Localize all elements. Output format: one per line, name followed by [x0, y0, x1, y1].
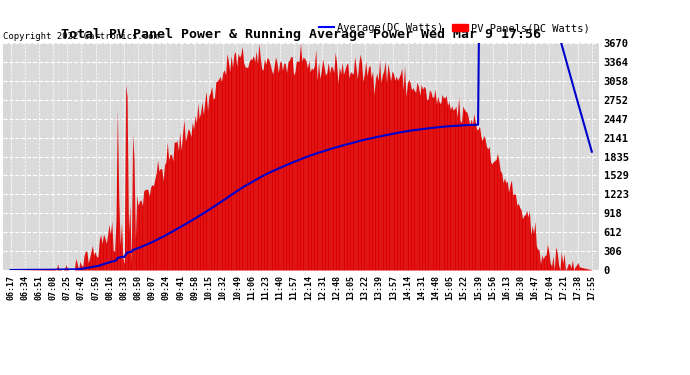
Legend: Average(DC Watts), PV Panels(DC Watts): Average(DC Watts), PV Panels(DC Watts)	[315, 19, 593, 37]
Text: Copyright 2022 Cartronics.com: Copyright 2022 Cartronics.com	[3, 32, 159, 41]
Title: Total PV Panel Power & Running Average Power Wed Mar 9 17:56: Total PV Panel Power & Running Average P…	[61, 27, 541, 40]
